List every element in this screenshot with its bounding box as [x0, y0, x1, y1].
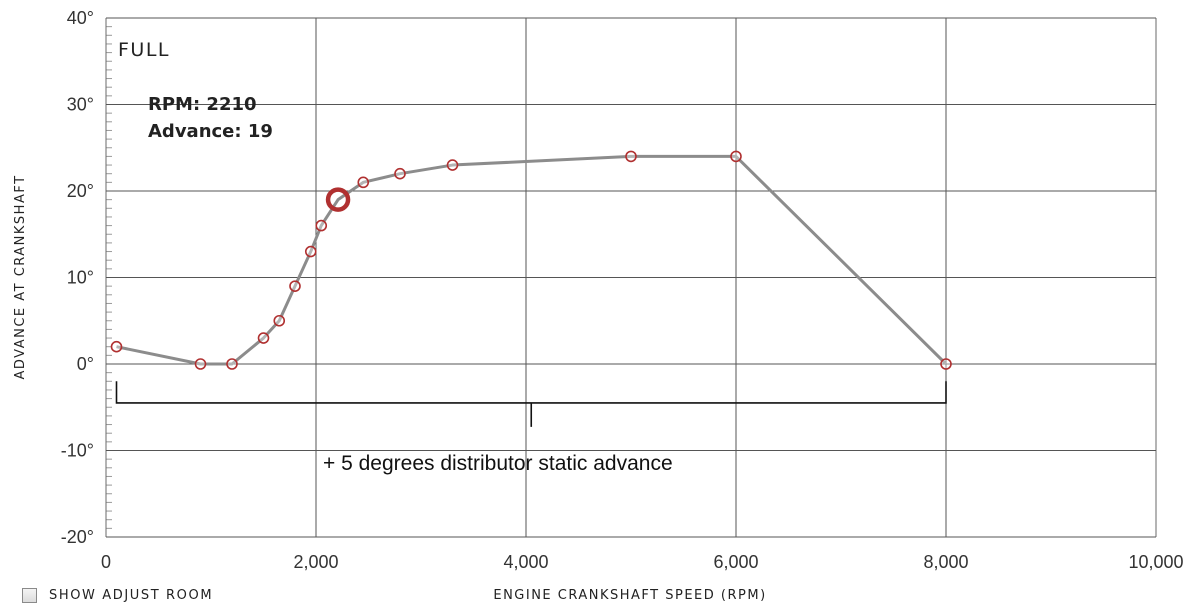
static-advance-annotation: + 5 degrees distributor static advance [323, 452, 673, 475]
x-tick-label: 2,000 [293, 552, 338, 572]
y-tick-label: 30° [67, 95, 94, 115]
x-tick-label: 8,000 [923, 552, 968, 572]
data-point[interactable] [730, 150, 742, 163]
advance-curve-series [116, 154, 948, 366]
x-tick-label: 0 [101, 552, 111, 572]
y-tick-label: -10° [61, 441, 94, 461]
advance-curve-points[interactable] [110, 150, 952, 370]
data-point[interactable] [315, 219, 328, 232]
bracket-line [115, 381, 947, 427]
data-point[interactable] [257, 332, 270, 344]
y-axis-label: Advance at Crankshaft [13, 174, 28, 379]
x-axis-label: Engine Crankshaft Speed (rpm) [493, 588, 766, 603]
y-tick-label: 20° [67, 181, 94, 201]
data-point[interactable] [446, 159, 459, 171]
gridlines [105, 17, 1157, 538]
y-axis-tick-labels: 40° 30° 20° 10° 0° -10° -20° [61, 8, 94, 547]
data-point[interactable] [110, 340, 123, 353]
data-point[interactable] [357, 176, 370, 189]
advance-curve-line [116, 154, 948, 366]
x-tick-label: 10,000 [1128, 552, 1183, 572]
mode-label: FULL [118, 39, 170, 61]
data-point[interactable] [289, 280, 301, 292]
selected-data-point[interactable] [325, 187, 351, 212]
show-adjust-room-label: Show Adjust Room [49, 588, 214, 603]
data-point[interactable] [194, 358, 207, 370]
tooltip-rpm: RPM: 2210 [148, 94, 257, 115]
show-adjust-room-checkbox[interactable] [22, 588, 37, 603]
show-adjust-room-toggle[interactable]: Show Adjust Room [22, 588, 213, 603]
x-tick-label: 6,000 [713, 552, 758, 572]
static-advance-bracket [115, 381, 947, 427]
y-tick-label: 0° [77, 354, 94, 374]
data-point[interactable] [226, 358, 238, 370]
data-point[interactable] [304, 245, 317, 258]
data-point[interactable] [625, 150, 637, 163]
y-tick-label: 10° [67, 268, 94, 288]
data-point[interactable] [394, 167, 406, 180]
y-tick-label: 40° [67, 8, 94, 28]
x-tick-label: 4,000 [503, 552, 548, 572]
x-axis-tick-labels: 0 2,000 4,000 6,000 8,000 10,000 [101, 552, 1184, 572]
y-tick-label: -20° [61, 527, 94, 547]
data-point[interactable] [273, 314, 286, 327]
tooltip-advance: Advance: 19 [148, 121, 273, 142]
data-point[interactable] [940, 358, 952, 370]
